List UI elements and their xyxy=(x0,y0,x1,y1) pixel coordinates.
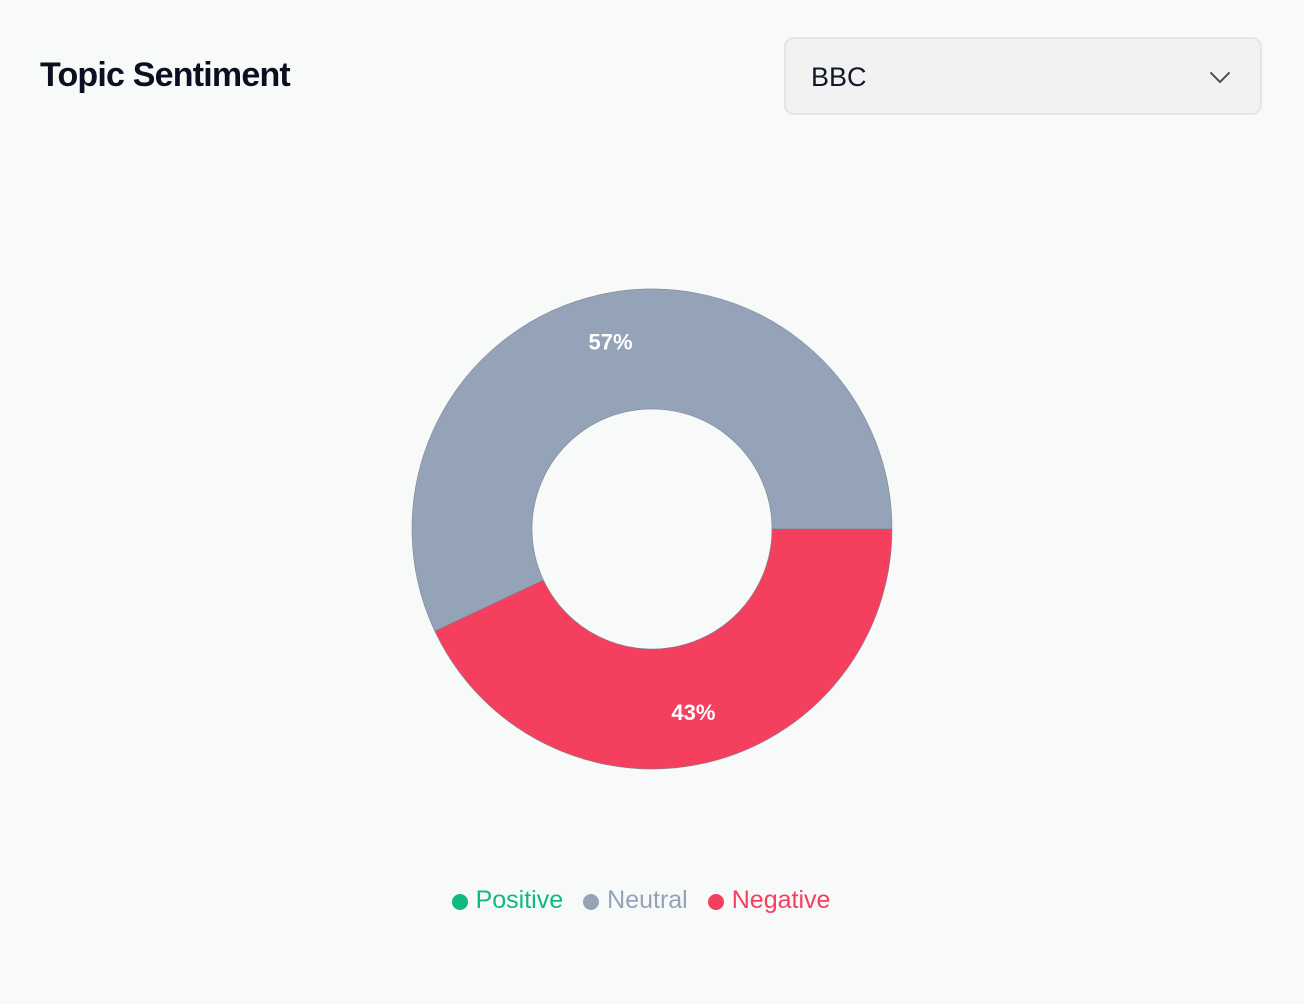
legend-label-neutral: Neutral xyxy=(607,886,688,914)
slice-label-negative: 43% xyxy=(671,700,715,725)
source-select-value: BBC xyxy=(811,62,867,92)
chart-legend: Positive Neutral Negative xyxy=(0,886,1293,915)
legend-item-positive[interactable]: Positive xyxy=(451,886,564,915)
legend-item-negative[interactable]: Negative xyxy=(707,886,831,915)
sentiment-donut-chart: 57% 43% xyxy=(411,288,893,770)
legend-label-positive: Positive xyxy=(475,886,564,914)
chevron-down-icon xyxy=(1210,72,1230,83)
legend-item-neutral[interactable]: Neutral xyxy=(583,886,688,915)
legend-dot-neutral xyxy=(583,894,600,910)
page-title: Topic Sentiment xyxy=(40,56,291,94)
source-select[interactable]: BBC xyxy=(784,37,1262,115)
slice-label-neutral: 57% xyxy=(589,329,633,354)
donut-slice-neutral[interactable] xyxy=(411,288,893,632)
legend-dot-positive xyxy=(451,894,468,910)
donut-slice-negative[interactable] xyxy=(434,528,893,770)
legend-label-negative: Negative xyxy=(731,886,831,914)
legend-dot-negative xyxy=(707,894,724,910)
